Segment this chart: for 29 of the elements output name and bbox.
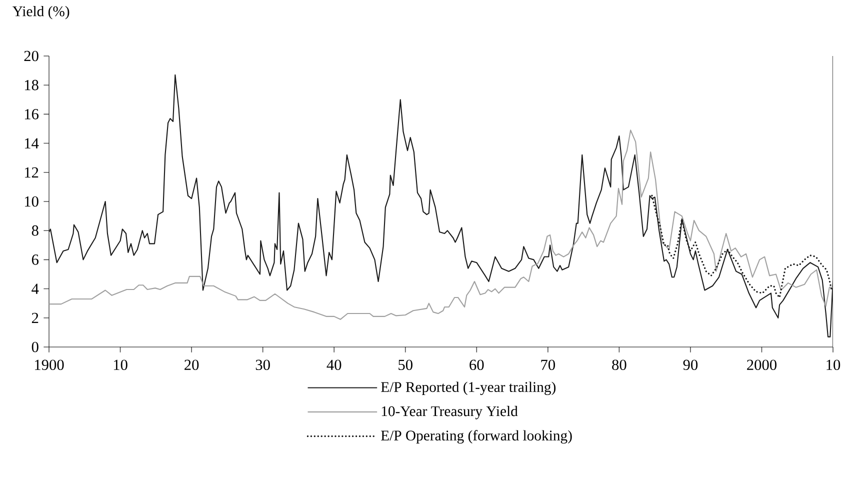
x-tick-label: 40 [326,360,342,370]
y-tick-label: 12 [24,167,38,178]
x-tick-label: 50 [398,360,412,370]
legend-label: 10-Year Treasury Yield [382,406,518,420]
x-tick-label: 90 [683,360,698,370]
line-series [49,74,833,338]
y-tick-label: 10 [24,196,38,207]
legend-label: E/P Operating (forward looking) [381,430,572,444]
x-tick-label: 80 [612,360,626,370]
legend-label: E/P Reported (1-year trailing) [381,382,556,396]
y-tick-label: 0 [32,342,38,352]
x-tick-label: 60 [470,360,484,370]
line-series [49,130,833,320]
x-tick-label: 70 [541,360,555,370]
y-tick-label: 20 [24,50,38,62]
y-tick-label: 16 [24,109,39,120]
x-tick-label: 10 [114,360,128,370]
y-tick-label: 18 [24,80,38,90]
y-tick-label: 14 [24,138,39,148]
y-axis-title: Yield (%) [12,6,70,20]
y-tick-label: 4 [32,284,39,294]
y-tick-label: 2 [32,312,38,323]
x-tick-label: 1900 [35,360,64,370]
x-tick-label: 10 [826,360,840,370]
x-tick-label: 20 [184,360,199,370]
y-tick-label: 6 [32,254,39,265]
x-tick-label: 30 [256,360,270,370]
x-tick-label: 2000 [747,360,776,370]
y-tick-label: 8 [32,225,38,236]
